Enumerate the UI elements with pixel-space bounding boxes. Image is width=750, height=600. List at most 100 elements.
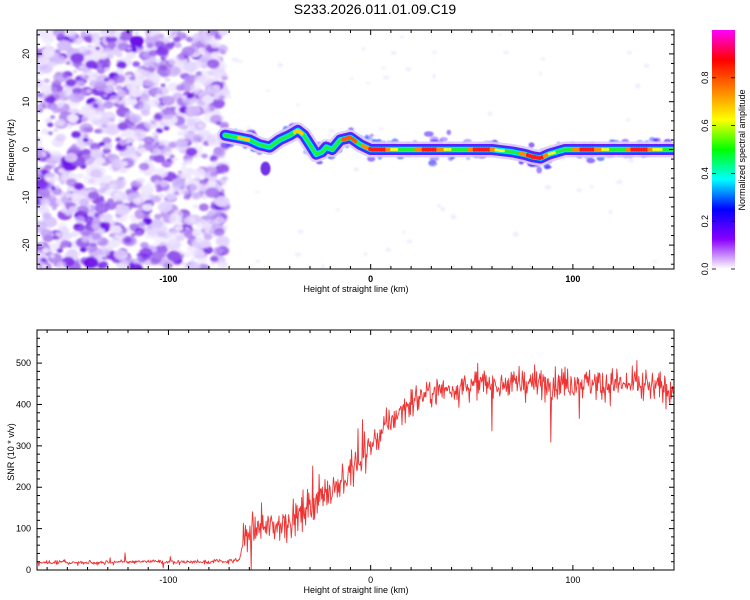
ridge-hot-spot: [521, 151, 525, 157]
noise-blob: [129, 75, 136, 81]
noise-blob: [134, 31, 140, 36]
noise-blob: [73, 37, 83, 45]
noise-blob: [218, 95, 225, 100]
ridge-hot-spot: [382, 147, 386, 152]
noise-blob: [154, 213, 162, 220]
noise-blob: [45, 158, 54, 164]
noise-blob: [166, 157, 172, 162]
noise-blob: [152, 131, 159, 137]
ridge-hot-spot: [426, 147, 430, 152]
noise-blob: [126, 51, 136, 59]
noise-blob: [109, 95, 120, 103]
noise-blob: [92, 103, 99, 109]
ridge-hot-spot: [649, 147, 654, 152]
ridge-lobe: [466, 156, 471, 160]
noise-blob: [56, 261, 67, 269]
noise-blob: [67, 113, 79, 123]
noise-blob: [77, 47, 84, 52]
noise-blob: [82, 137, 89, 142]
ridge-hot-spot: [640, 147, 644, 152]
x-tick-label: 100: [565, 575, 580, 585]
noise-speck: [246, 125, 251, 129]
noise-blob: [105, 239, 118, 249]
noise-blob: [138, 143, 144, 147]
noise-blob: [115, 86, 122, 91]
noise-blob: [118, 139, 128, 146]
ridge-hot-spot: [550, 151, 554, 155]
noise-blob: [195, 236, 205, 244]
bottom-x-axis-label: Height of straight line (km): [303, 585, 408, 595]
noise-speck: [503, 50, 509, 55]
noise-blob: [153, 135, 159, 139]
noise-blob: [78, 216, 85, 222]
noise-blob: [171, 30, 179, 34]
noise-blob: [100, 174, 113, 184]
ridge-lobe: [439, 137, 448, 142]
noise-blob: [136, 266, 143, 269]
ridge-hot-spot: [489, 147, 493, 152]
noise-blob: [156, 33, 165, 39]
ridge-hot-spot: [467, 147, 471, 152]
noise-blob: [140, 184, 154, 195]
noise-blob: [119, 92, 125, 97]
noise-blob: [209, 114, 222, 124]
ridge-hot-spot: [438, 147, 442, 152]
noise-blob: [38, 109, 43, 113]
noise-blob: [146, 43, 154, 49]
noise-speck: [635, 83, 641, 89]
noise-blob: [167, 33, 175, 39]
noise-blob: [97, 264, 104, 269]
noise-blob: [155, 94, 161, 98]
noise-speck: [382, 75, 390, 80]
noise-speck: [227, 96, 232, 99]
noise-blob: [155, 46, 169, 57]
noise-blob: [214, 108, 219, 112]
y-tick-label: 0: [26, 565, 31, 575]
ridge-hot-spot: [380, 147, 384, 152]
noise-blob: [40, 169, 48, 175]
noise-speck: [651, 260, 658, 263]
ridge-hot-spot: [436, 147, 440, 152]
noise-blob: [139, 247, 153, 258]
noise-blob: [186, 147, 198, 156]
ridge-hot-spot: [484, 147, 488, 152]
ridge-hot-spot: [472, 147, 476, 152]
ridge-hot-spot: [586, 147, 590, 152]
ridge-hot-spot: [421, 147, 425, 152]
noise-blob: [198, 203, 209, 212]
noise-blob: [90, 149, 103, 159]
noise-blob: [199, 183, 205, 187]
noise-blob: [54, 184, 60, 189]
noise-blob: [89, 142, 101, 151]
x-tick-label: 0: [368, 274, 373, 284]
ridge-hot-spot: [487, 147, 491, 152]
ridge-hot-spot: [598, 147, 603, 152]
noise-blob: [175, 84, 185, 92]
noise-blob: [185, 36, 193, 43]
noise-blob: [98, 52, 108, 60]
noise-blob: [214, 34, 222, 40]
noise-blob: [68, 145, 81, 155]
noise-blob: [160, 83, 166, 88]
noise-blob: [37, 152, 43, 158]
noise-blob: [43, 235, 53, 243]
ridge-hot-spot: [482, 147, 486, 152]
noise-blob: [189, 71, 194, 76]
noise-speck: [402, 230, 406, 234]
colorbar-tick-label: 0.2: [700, 215, 710, 228]
ridge-hot-spot: [365, 145, 369, 151]
noise-blob: [191, 191, 202, 200]
noise-blob: [142, 203, 153, 212]
noise-speck: [294, 252, 302, 257]
ridge-hot-spots: [237, 128, 663, 161]
noise-blob: [89, 212, 95, 216]
ridge-hot-spot: [654, 148, 658, 151]
noise-blob: [91, 223, 100, 230]
ridge-hot-spot: [545, 152, 549, 158]
noise-blob: [100, 248, 111, 257]
ridge-hot-spot: [630, 147, 634, 152]
noise-blob: [37, 138, 43, 145]
noise-blob: [168, 238, 177, 245]
noise-blob: [45, 95, 57, 104]
